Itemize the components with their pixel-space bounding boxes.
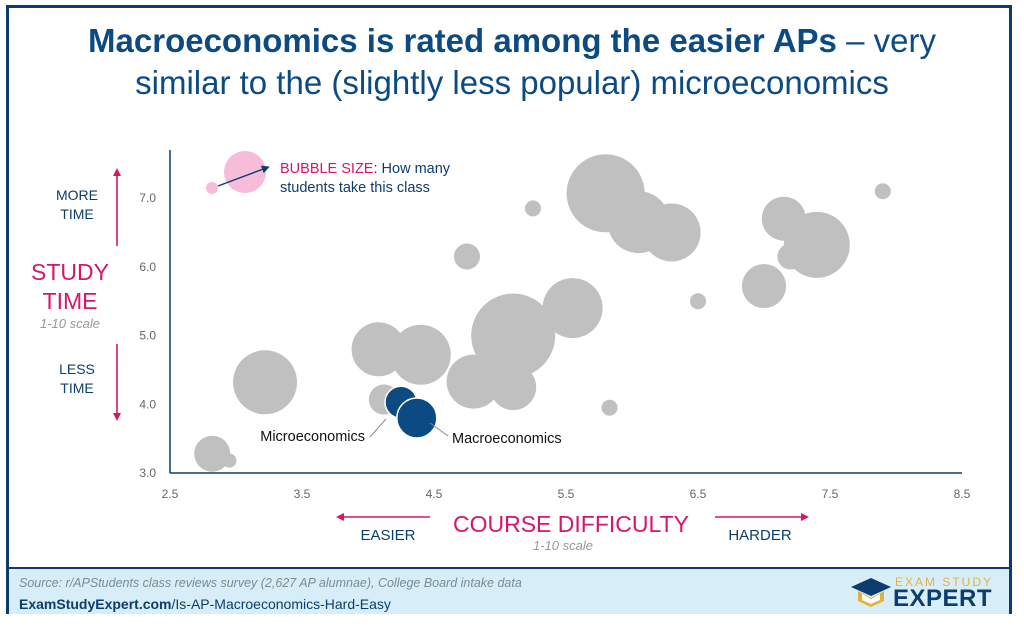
y-tick-label: 5.0 xyxy=(139,329,156,343)
bubble xyxy=(454,243,480,270)
y-tick-label: 7.0 xyxy=(139,191,156,205)
x-tick-label: 3.5 xyxy=(294,487,311,501)
y-tick-label: 4.0 xyxy=(139,397,156,411)
logo: EXAM STUDY EXPERT xyxy=(849,573,999,613)
chart-title: Macroeconomics is rated among the easier… xyxy=(20,20,1004,104)
x-tick-label: 8.5 xyxy=(954,487,971,501)
y-axis-title-1: STUDY xyxy=(31,259,109,285)
y-tick-label: 3.0 xyxy=(139,466,156,480)
bubble xyxy=(390,324,451,385)
legend-text-line1: BUBBLE SIZE: How many xyxy=(280,161,451,177)
bubble xyxy=(690,293,706,310)
title-line2: similar to the (slightly less popular) m… xyxy=(135,64,889,101)
bubble xyxy=(777,243,804,270)
x-tick-labels: 2.5 3.5 4.5 5.5 6.5 7.5 8.5 xyxy=(162,487,971,501)
legend-arrow xyxy=(217,165,270,187)
x-tick-label: 5.5 xyxy=(558,487,575,501)
y-tick-labels: 3.0 4.0 5.0 6.0 7.0 xyxy=(139,191,156,480)
bubble xyxy=(742,264,786,309)
title-rest: – very xyxy=(836,22,936,59)
bubbles-layer xyxy=(194,154,891,472)
legend-small-bubble xyxy=(206,182,218,194)
macro-label: Macroeconomics xyxy=(452,431,562,447)
bubble xyxy=(471,293,556,378)
bubble-macroeconomics xyxy=(396,397,438,439)
y-axis-scale: 1-10 scale xyxy=(40,316,100,331)
x-tick-label: 7.5 xyxy=(822,487,839,501)
bubble xyxy=(222,453,237,468)
less-time-label-2: TIME xyxy=(60,380,93,396)
logo-top: EXAM STUDY xyxy=(895,575,994,589)
macro-leader-line xyxy=(429,422,449,437)
x-tick-label: 4.5 xyxy=(426,487,443,501)
micro-label: Microeconomics xyxy=(260,429,365,445)
harder-label: HARDER xyxy=(728,527,792,544)
more-time-label-2: TIME xyxy=(60,206,93,222)
bubble xyxy=(874,183,891,200)
more-time-label-1: MORE xyxy=(56,187,98,203)
bubble xyxy=(194,435,231,472)
source-url[interactable]: ExamStudyExpert.com/Is-AP-Macroeconomics… xyxy=(19,596,391,612)
bubble xyxy=(601,399,618,416)
bubble xyxy=(446,354,501,409)
legend-text-line2: students take this class xyxy=(280,180,430,196)
micro-leader-line xyxy=(369,418,387,438)
x-axis-title: COURSE DIFFICULTY xyxy=(453,511,689,537)
bubble xyxy=(490,364,537,411)
x-tick-label: 6.5 xyxy=(690,487,707,501)
url-domain: ExamStudyExpert.com xyxy=(19,596,172,612)
bubble xyxy=(525,200,541,217)
x-axis-scale: 1-10 scale xyxy=(533,538,593,553)
easier-label: EASIER xyxy=(360,527,415,544)
bubble xyxy=(542,278,603,339)
footer: Source: r/APStudents class reviews surve… xyxy=(9,567,1009,614)
graduation-cap-icon xyxy=(851,578,891,607)
legend-bold: BUBBLE SIZE xyxy=(280,161,374,177)
y-tick-label: 6.0 xyxy=(139,260,156,274)
legend-large-bubble xyxy=(224,151,266,193)
y-axis-title-2: TIME xyxy=(43,288,98,314)
less-time-label-1: LESS xyxy=(59,361,95,377)
title-bold: Macroeconomics is rated among the easier… xyxy=(88,22,837,59)
x-tick-label: 2.5 xyxy=(162,487,179,501)
bubble xyxy=(233,350,298,415)
url-path: /Is-AP-Macroeconomics-Hard-Easy xyxy=(171,596,391,612)
legend-rest: : How many xyxy=(373,161,450,177)
bubble xyxy=(642,203,701,262)
logo-main: EXPERT xyxy=(893,585,993,612)
source-text: Source: r/APStudents class reviews surve… xyxy=(19,576,522,590)
